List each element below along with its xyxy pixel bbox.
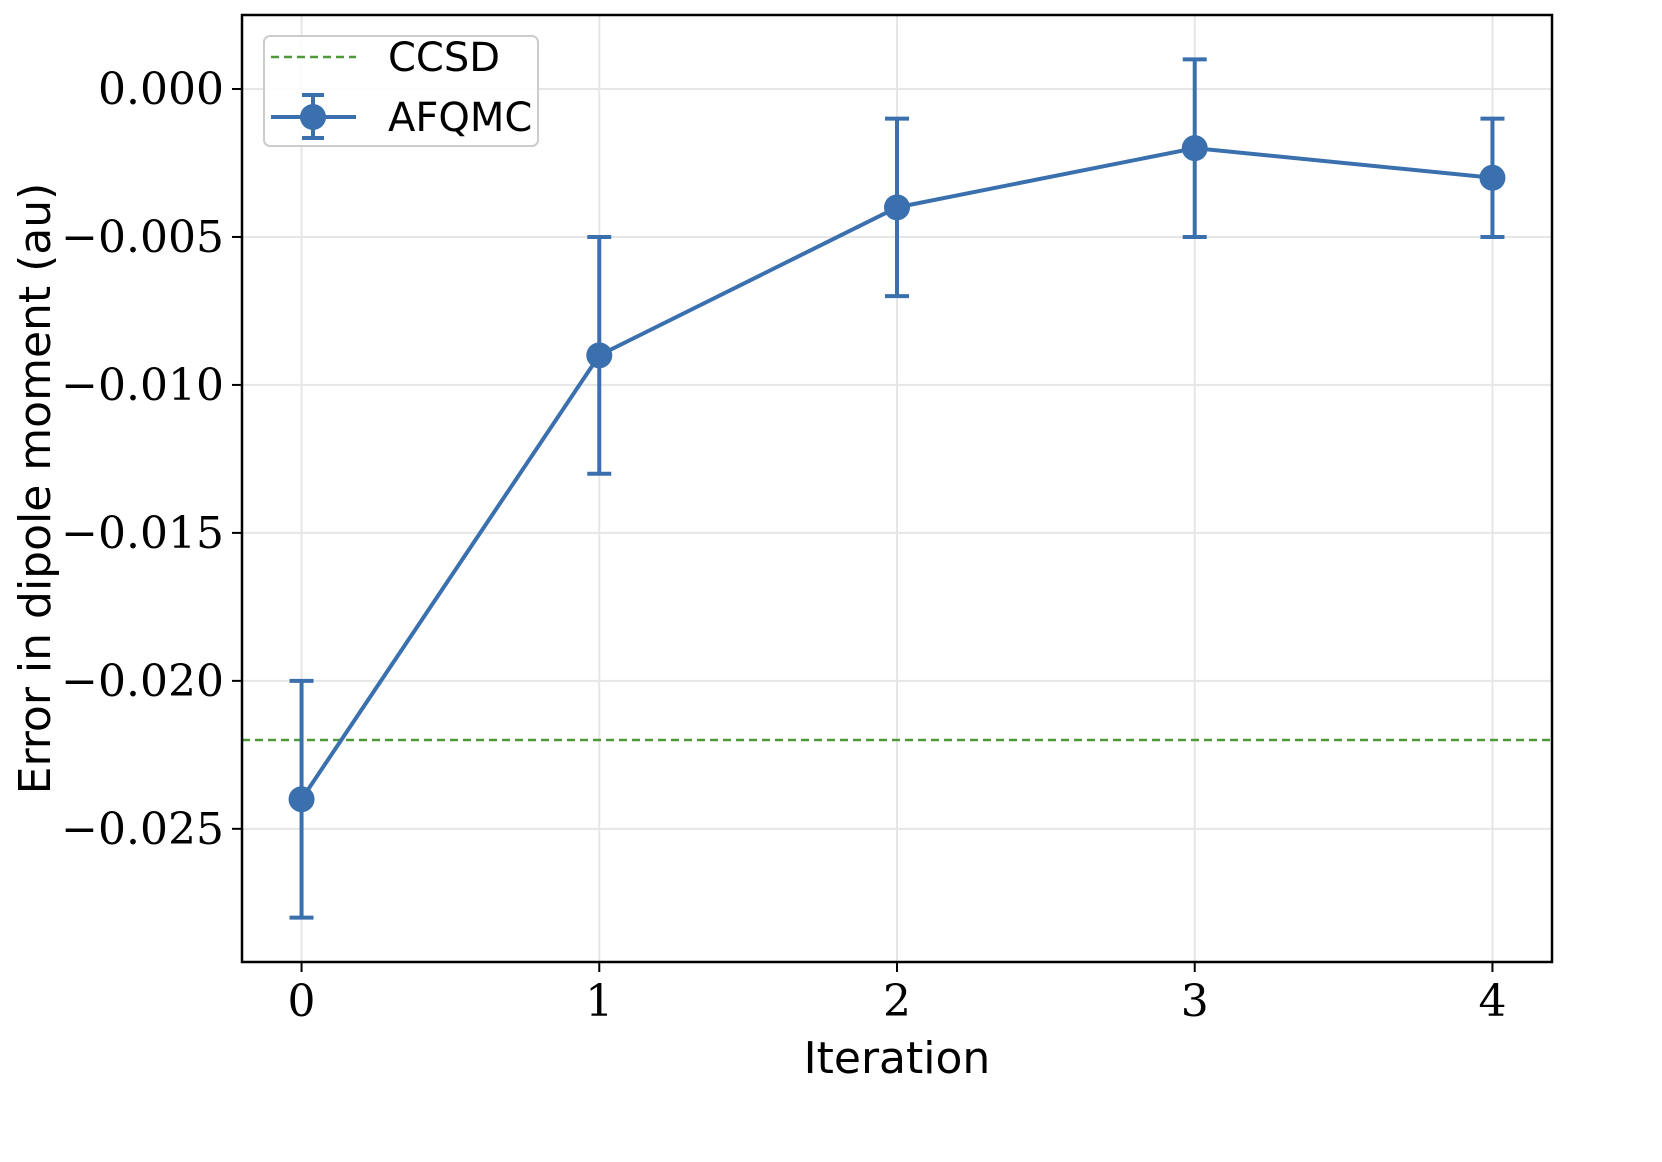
x-tick-label: 1 <box>585 976 613 1027</box>
x-axis-label: Iteration <box>804 1033 991 1084</box>
y-axis-label: Error in dipole moment (au) <box>10 183 61 795</box>
y-axis-ticks: 0.000 −0.005 −0.010 −0.015 −0.020 −0.025 <box>61 64 242 855</box>
y-tick-label: −0.005 <box>61 212 224 263</box>
x-axis-ticks: 0 1 2 3 4 <box>288 962 1506 1027</box>
afqmc-data-point <box>1181 135 1208 162</box>
afqmc-data-point <box>884 194 910 221</box>
afqmc-data-point <box>586 342 613 369</box>
y-tick-label: −0.025 <box>61 804 224 855</box>
y-tick-label: −0.015 <box>61 508 224 559</box>
x-tick-label: 3 <box>1181 976 1209 1027</box>
x-tick-label: 4 <box>1478 976 1506 1027</box>
y-tick-label: −0.020 <box>61 656 224 707</box>
series <box>288 57 1506 920</box>
x-tick-label: 0 <box>288 976 316 1027</box>
legend-afqmc-label: AFQMC <box>388 95 532 141</box>
legend-afqmc-marker <box>300 104 326 130</box>
legend-ccsd-label: CCSD <box>388 35 500 81</box>
x-tick-label: 2 <box>883 976 911 1027</box>
y-tick-label: 0.000 <box>98 64 224 115</box>
afqmc-data-point <box>288 786 315 813</box>
legend: CCSD AFQMC <box>263 35 539 147</box>
afqmc-data-point <box>1479 164 1506 191</box>
y-tick-label: −0.010 <box>61 360 224 411</box>
